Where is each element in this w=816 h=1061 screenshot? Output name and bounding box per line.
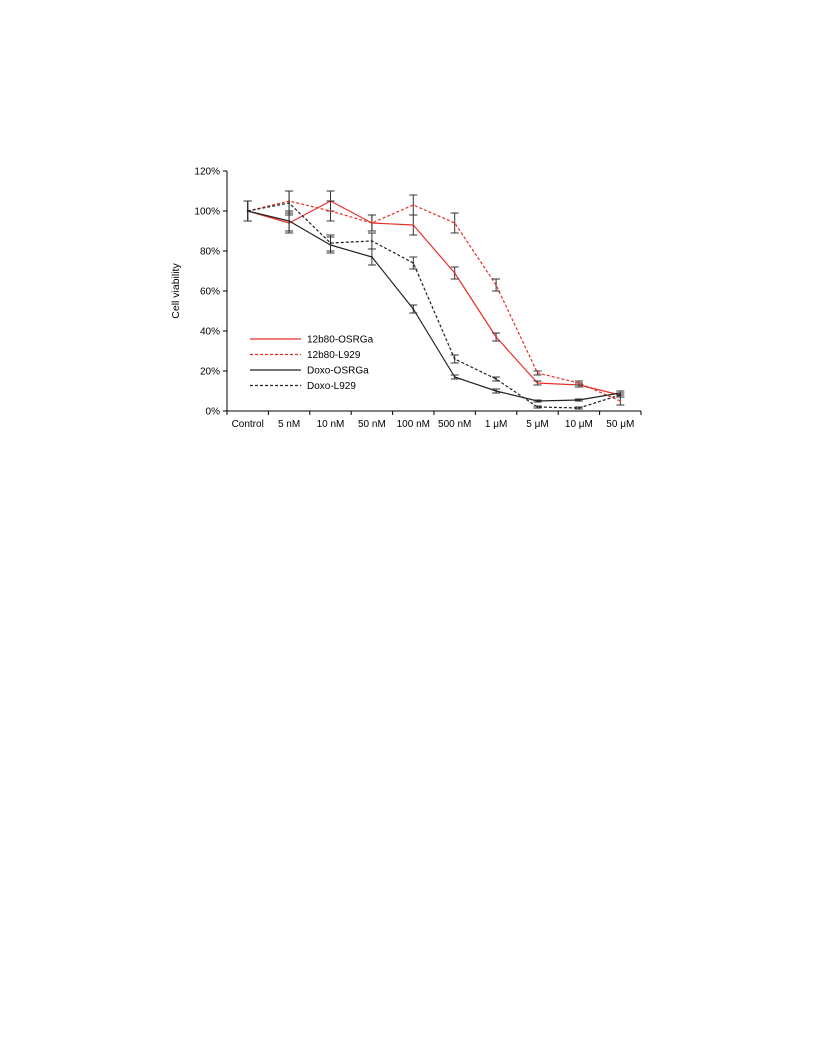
x-tick-label: 10 μM: [565, 419, 593, 430]
y-tick-label: 120%: [194, 167, 220, 178]
x-tick-label: 10 nM: [317, 419, 345, 430]
series-line: [247, 200, 621, 396]
data-point: [371, 256, 373, 258]
legend-label: Doxo-L929: [307, 381, 356, 392]
y-tick-label: 40%: [200, 327, 220, 338]
data-point: [453, 376, 456, 378]
legend-label: Doxo-OSRGa: [307, 366, 369, 377]
data-point: [412, 224, 415, 226]
legend-item: 12b80-OSRGa: [250, 335, 374, 346]
series-12b80-l929: [243, 190, 625, 406]
data-point: [536, 406, 539, 408]
x-tick-label: 50 nM: [358, 419, 386, 430]
y-tick-label: 60%: [200, 287, 220, 298]
data-point: [371, 240, 373, 242]
data-point: [578, 382, 580, 384]
data-point: [329, 210, 332, 212]
data-point: [495, 284, 497, 286]
data-point: [371, 222, 373, 224]
data-point: [412, 308, 415, 310]
data-point: [288, 202, 290, 204]
y-tick-label: 100%: [194, 207, 220, 218]
plot-area: [243, 190, 625, 410]
series-doxo-l929: [243, 190, 625, 410]
x-tick-label: Control: [232, 419, 264, 430]
x-tick-label: 50 μM: [606, 419, 634, 430]
data-point: [453, 222, 456, 224]
series-line: [247, 210, 621, 402]
legend-label: 12b80-OSRGa: [307, 335, 374, 346]
series-line: [247, 202, 621, 409]
x-tick-label: 5 μM: [526, 419, 548, 430]
x-tick-label: 5 nM: [278, 419, 300, 430]
x-tick-label: 1 μM: [485, 419, 507, 430]
data-point: [288, 220, 290, 222]
series-line: [247, 200, 621, 402]
data-point: [578, 407, 580, 409]
y-axis-title: Cell viability: [170, 263, 182, 319]
legend: 12b80-OSRGa 12b80-L929 Doxo-OSRGa Doxo-L929: [250, 335, 374, 392]
data-point: [495, 378, 497, 380]
data-point: [495, 390, 497, 392]
data-point: [619, 394, 622, 396]
legend-label: 12b80-L929: [307, 350, 361, 361]
data-point: [536, 400, 539, 402]
data-point: [329, 242, 332, 244]
data-point: [412, 262, 415, 264]
legend-item: 12b80-L929: [250, 350, 361, 361]
y-tick-label: 80%: [200, 247, 220, 258]
data-point: [453, 358, 456, 360]
y-tick-label: 20%: [200, 367, 220, 378]
x-tick-label: 500 nM: [438, 419, 471, 430]
data-point: [246, 210, 249, 212]
x-tick-label: 100 nM: [397, 419, 430, 430]
series-doxo-osrga: [243, 200, 625, 403]
axes: 0% 20% 40% 60% 80% 100% 120% Control 5 nM 10 nM 50…: [170, 167, 642, 430]
data-point: [412, 204, 415, 206]
data-point: [536, 372, 539, 374]
data-point: [578, 399, 580, 401]
legend-item: Doxo-L929: [250, 381, 356, 392]
y-tick-label: 0%: [206, 407, 221, 418]
data-point: [619, 400, 622, 402]
legend-item: Doxo-OSRGa: [250, 366, 369, 377]
data-point: [495, 336, 497, 338]
data-point: [536, 382, 539, 384]
series-12b80-osrga: [243, 190, 625, 398]
data-point: [453, 272, 456, 274]
